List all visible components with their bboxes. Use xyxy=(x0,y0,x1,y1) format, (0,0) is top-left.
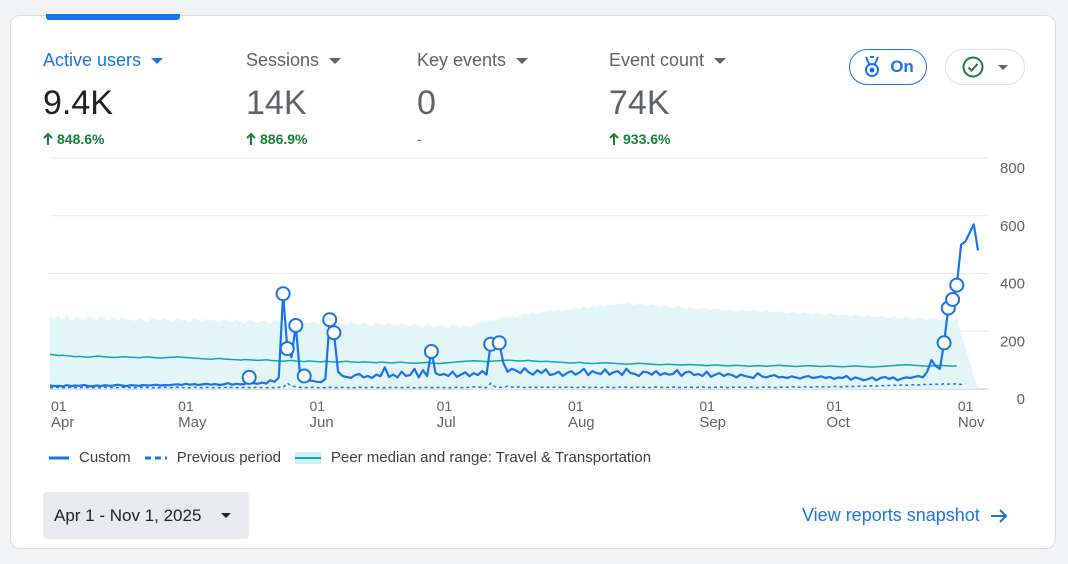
arrow-up-icon xyxy=(609,132,619,145)
x-tick-day: 01 xyxy=(51,398,67,414)
chevron-down-icon xyxy=(151,58,164,64)
anomaly-marker xyxy=(288,318,304,333)
metric-sessions[interactable]: Sessions 14K 886.9% xyxy=(246,48,342,148)
arrow-up-icon xyxy=(246,132,256,145)
y-tick-label: 800 xyxy=(1000,160,1025,177)
y-tick-label: 200 xyxy=(1000,333,1025,350)
metric-label-key-events[interactable]: Key events xyxy=(417,48,529,72)
anomaly-marker xyxy=(423,344,439,359)
metric-value-key-events: 0 xyxy=(417,84,436,122)
status-dropdown-button[interactable] xyxy=(945,49,1025,85)
x-tick-month: Jul xyxy=(437,414,456,431)
metric-event-count[interactable]: Event count 74K 933.6% xyxy=(609,48,727,148)
x-tick-day: 01 xyxy=(826,398,842,414)
arrow-right-icon xyxy=(990,508,1008,523)
metric-active-users[interactable]: Active users 9.4K 848.6% xyxy=(43,48,164,148)
date-range-dropdown[interactable]: Apr 1 - Nov 1, 2025 xyxy=(43,492,249,539)
metric-change-sessions: 886.9% xyxy=(246,130,341,148)
active-tab-indicator xyxy=(46,14,180,20)
chevron-down-icon xyxy=(221,513,231,518)
x-tick-day: 01 xyxy=(178,398,194,414)
anomaly-marker xyxy=(326,325,342,341)
anomaly-marker xyxy=(279,341,295,357)
y-tick-label: 600 xyxy=(1000,218,1025,235)
anomaly-marker xyxy=(945,292,961,307)
chevron-down-icon xyxy=(998,64,1008,70)
anomaly-marker xyxy=(275,286,291,302)
chevron-down-icon xyxy=(516,58,529,64)
anomaly-marker xyxy=(322,312,338,328)
legend-item-previous[interactable]: Previous period xyxy=(144,449,281,466)
metric-key-events[interactable]: Key events 0 - xyxy=(417,48,529,148)
award-ribbon-icon xyxy=(865,56,880,77)
metric-label-event-count[interactable]: Event count xyxy=(609,48,727,72)
anomaly-marker xyxy=(491,335,507,351)
x-tick-month: Sep xyxy=(699,414,726,431)
x-tick-day: 01 xyxy=(437,398,453,414)
y-tick-label: 400 xyxy=(1000,276,1025,293)
anomaly-marker xyxy=(296,368,312,384)
x-tick-month: Oct xyxy=(826,414,850,431)
y-tick-label: 0 xyxy=(1017,391,1025,408)
dashed-line-icon xyxy=(144,456,167,459)
x-tick-day: 01 xyxy=(568,398,584,414)
x-tick-month: Aug xyxy=(568,414,595,431)
chevron-down-icon xyxy=(714,58,727,64)
check-circle-icon xyxy=(962,56,984,78)
legend-item-custom[interactable]: Custom xyxy=(49,449,131,466)
peer-range-band xyxy=(50,302,978,389)
x-tick-month: Apr xyxy=(51,414,74,431)
metric-change-key-events: - xyxy=(417,131,422,147)
metric-value-event-count: 74K xyxy=(609,84,670,122)
x-tick-month: May xyxy=(178,414,207,431)
band-line-icon xyxy=(294,451,321,464)
benchmark-toggle-button[interactable]: On xyxy=(849,49,927,85)
x-tick-month: Jun xyxy=(309,414,333,431)
overview-card xyxy=(10,15,1056,549)
chart-legend: Custom Previous period Peer median and r… xyxy=(49,449,651,466)
x-tick-day: 01 xyxy=(699,398,715,414)
arrow-up-icon xyxy=(43,132,53,145)
anomaly-marker xyxy=(936,335,952,351)
metric-label-active-users[interactable]: Active users xyxy=(43,48,164,72)
view-reports-snapshot-link[interactable]: View reports snapshot xyxy=(802,505,1008,526)
chevron-down-icon xyxy=(329,58,342,64)
x-tick-month: Nov xyxy=(958,414,985,431)
anomaly-marker xyxy=(241,369,257,385)
solid-line-icon xyxy=(49,456,69,459)
previous-period-line xyxy=(50,382,966,389)
metric-value-active-users: 9.4K xyxy=(43,84,113,122)
metric-change-event-count: 933.6% xyxy=(609,130,726,148)
line-chart: 020040060080001Apr01May01Jun01Jul01Aug01… xyxy=(49,157,1025,431)
x-tick-day: 01 xyxy=(958,398,974,414)
anomaly-marker xyxy=(949,277,965,293)
custom-series-line xyxy=(49,223,980,388)
x-tick-day: 01 xyxy=(309,398,325,414)
metric-change-active-users: 848.6% xyxy=(43,130,163,148)
legend-item-peer[interactable]: Peer median and range: Travel & Transpor… xyxy=(294,449,651,466)
metric-value-sessions: 14K xyxy=(246,84,307,122)
metric-label-sessions[interactable]: Sessions xyxy=(246,48,342,72)
